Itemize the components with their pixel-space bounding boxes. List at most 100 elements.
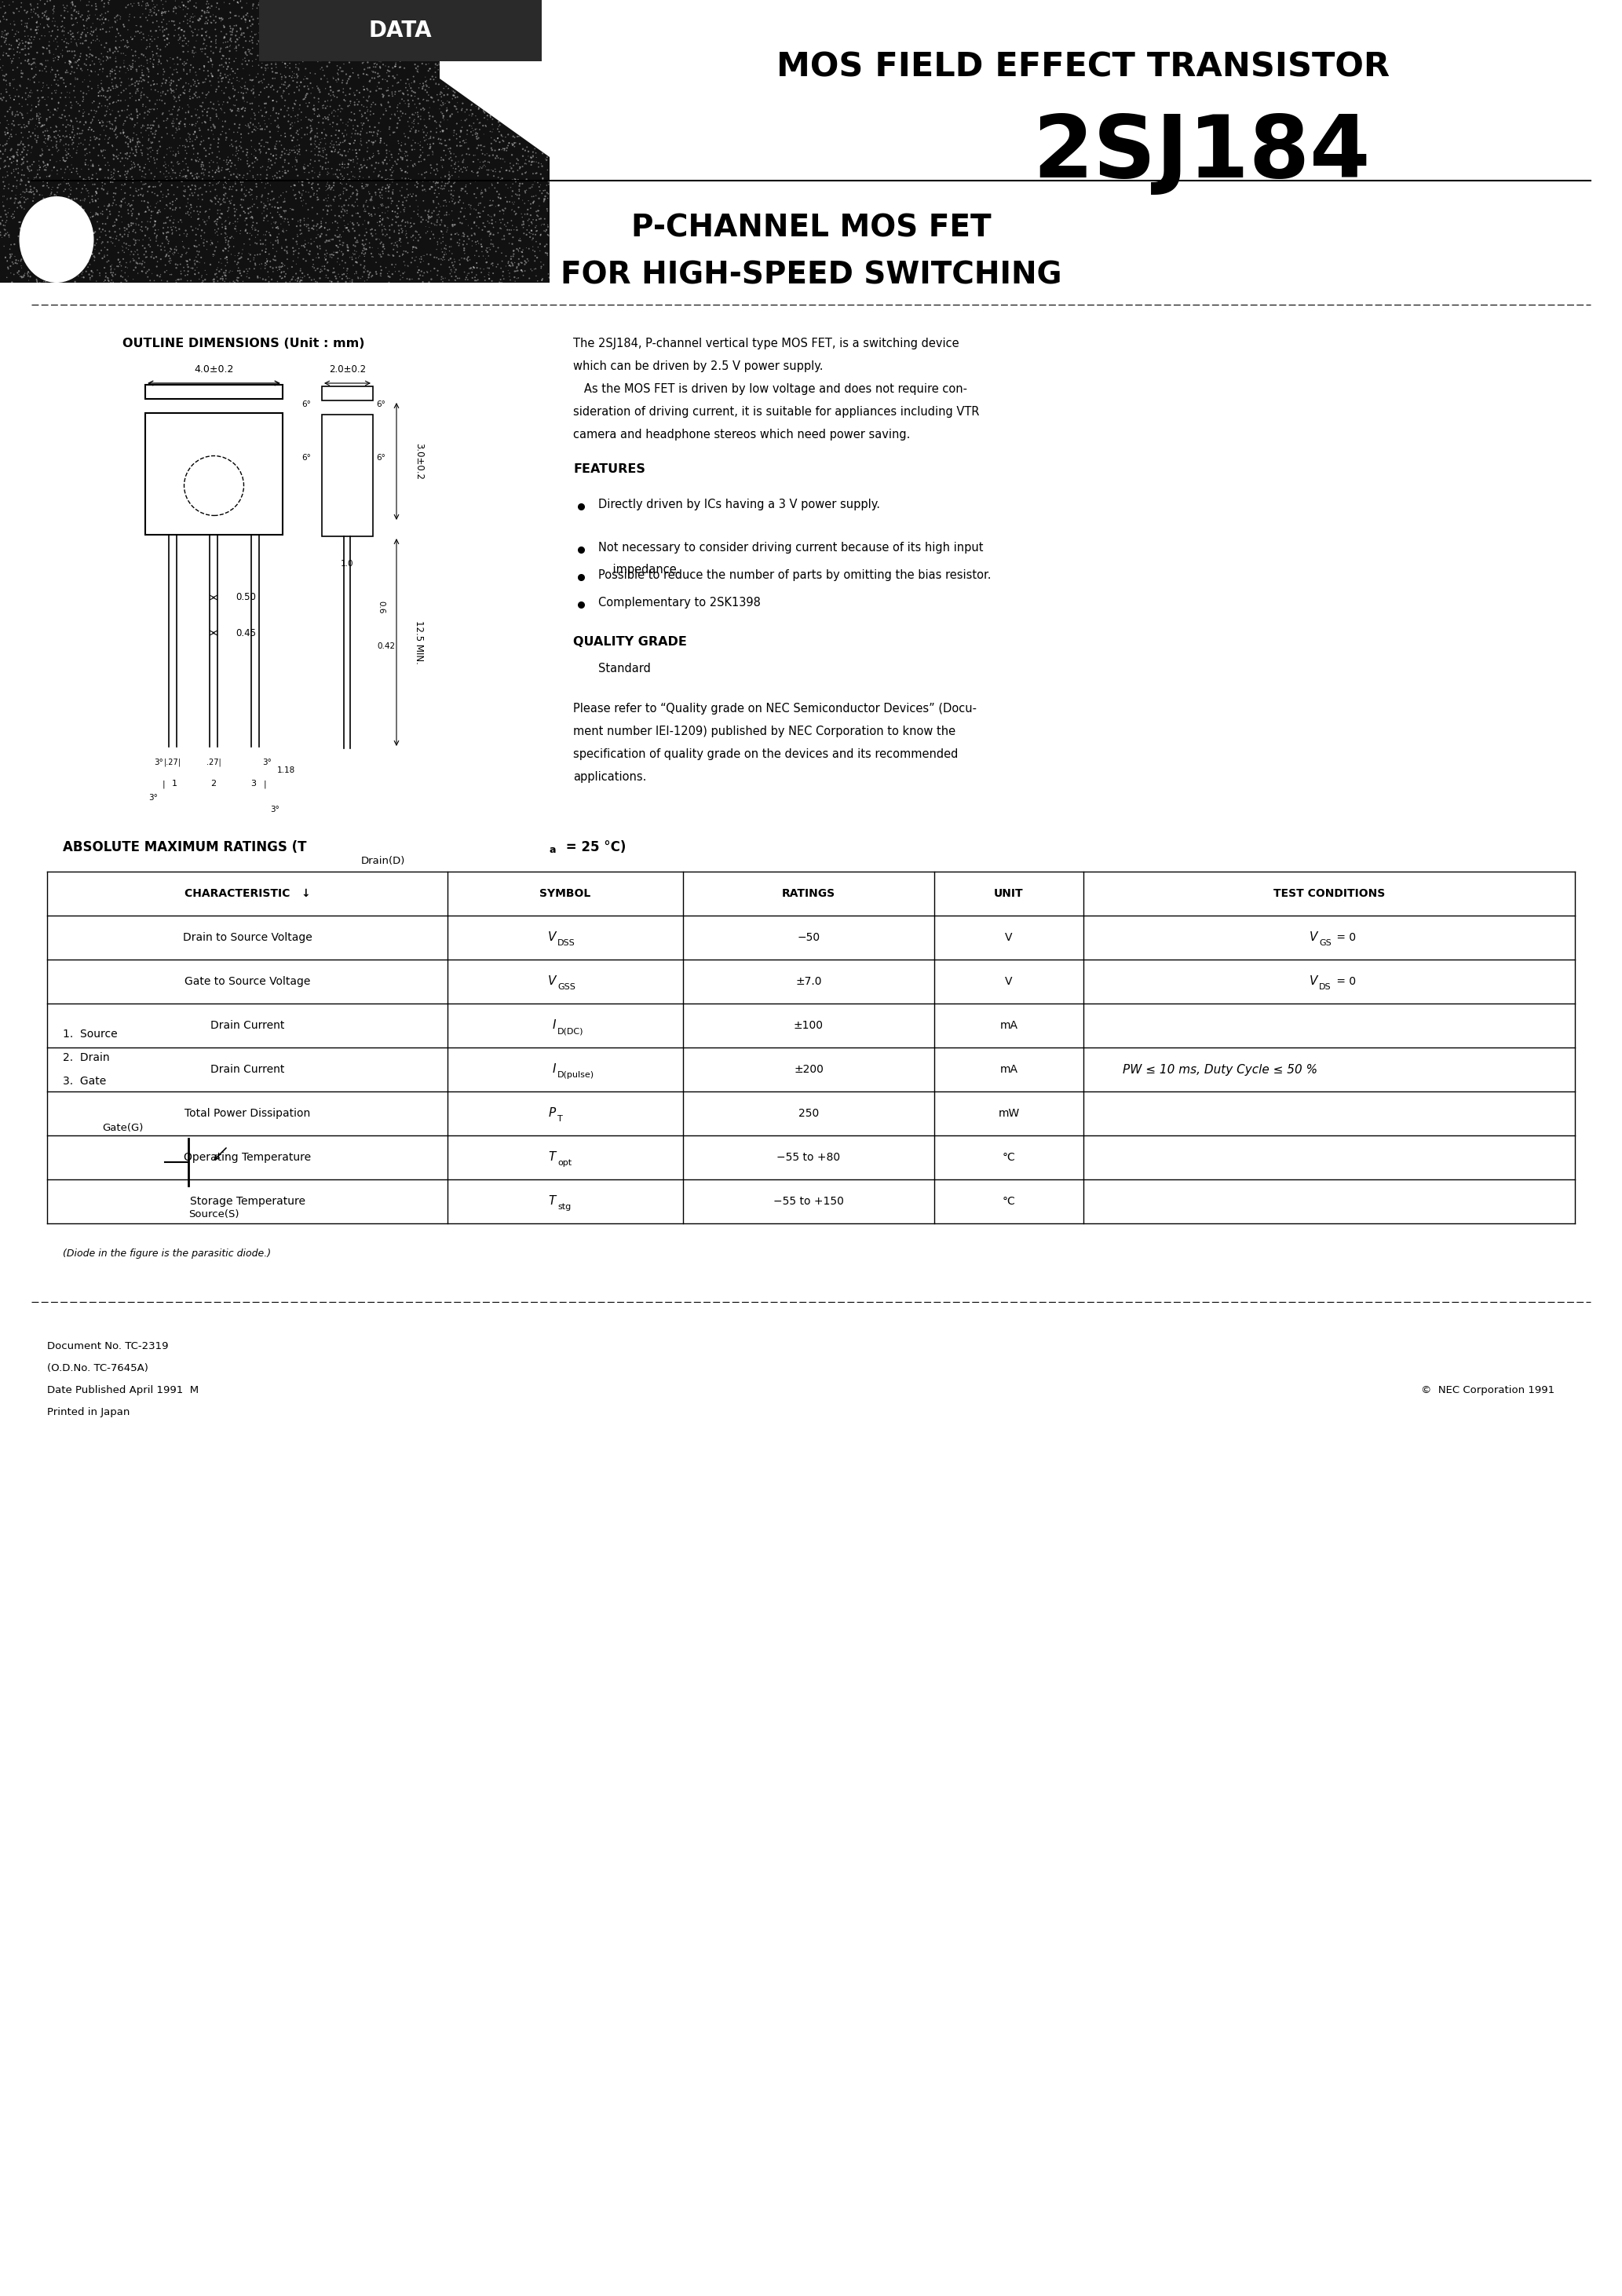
Point: [529, 250, 555, 287]
Point: [337, 101, 363, 138]
Point: [504, 177, 530, 214]
Point: [464, 246, 490, 282]
Point: [102, 53, 128, 90]
Point: [341, 174, 367, 211]
Text: 1.  Source: 1. Source: [63, 1029, 117, 1040]
Point: [225, 234, 251, 271]
Point: [222, 106, 248, 142]
Point: [68, 188, 94, 225]
Point: [138, 113, 164, 149]
Point: [276, 57, 302, 94]
Point: [274, 28, 300, 64]
Point: [274, 200, 300, 236]
Point: [76, 179, 102, 216]
Point: [235, 234, 261, 271]
Point: [78, 209, 104, 246]
Point: [315, 48, 341, 85]
Point: [73, 147, 99, 184]
Point: [503, 209, 529, 246]
Point: [36, 170, 62, 207]
Point: [167, 211, 193, 248]
Point: [264, 225, 290, 262]
Point: [188, 30, 214, 67]
Point: [427, 106, 453, 142]
Point: [478, 119, 504, 156]
Point: [315, 21, 341, 57]
Point: [201, 34, 227, 71]
Point: [193, 0, 219, 37]
Point: [399, 243, 425, 280]
Point: [34, 101, 60, 138]
Point: [433, 230, 459, 266]
Point: [517, 170, 543, 207]
Point: [401, 218, 427, 255]
Point: [41, 96, 67, 133]
Point: [117, 243, 143, 280]
Point: [193, 223, 219, 259]
Point: [182, 161, 208, 197]
Point: [0, 16, 19, 53]
Point: [389, 9, 415, 46]
Point: [357, 255, 383, 292]
Point: [203, 202, 229, 239]
Point: [347, 126, 373, 163]
Point: [256, 236, 282, 273]
Point: [193, 37, 219, 73]
Point: [222, 0, 248, 34]
Point: [406, 156, 431, 193]
Point: [425, 227, 451, 264]
Point: [295, 0, 321, 25]
Point: [358, 28, 384, 64]
Point: [308, 253, 334, 289]
Point: [83, 53, 109, 90]
Text: −55 to +150: −55 to +150: [774, 1196, 843, 1208]
Point: [363, 46, 389, 83]
Point: [360, 53, 386, 90]
Point: [208, 186, 234, 223]
Point: [401, 32, 427, 69]
Point: [308, 115, 334, 152]
Point: [365, 191, 391, 227]
Point: [227, 234, 253, 271]
Point: [0, 227, 16, 264]
Point: [524, 257, 550, 294]
Point: [34, 67, 60, 103]
Point: [120, 67, 146, 103]
Point: [333, 7, 358, 44]
Point: [240, 113, 266, 149]
Point: [154, 101, 180, 138]
Point: [32, 264, 58, 301]
Point: [399, 218, 425, 255]
Point: [67, 41, 92, 78]
Point: [247, 131, 272, 168]
Point: [478, 131, 504, 168]
Point: [232, 2, 258, 39]
Point: [88, 0, 114, 34]
Point: [195, 202, 221, 239]
Point: [480, 248, 506, 285]
Point: [15, 174, 41, 211]
Point: [243, 41, 269, 78]
Point: [193, 18, 219, 55]
Point: [337, 161, 363, 197]
Point: [238, 216, 264, 253]
Point: [324, 158, 350, 195]
Point: [521, 184, 547, 220]
Point: [287, 11, 313, 48]
Point: [238, 85, 264, 122]
Point: [0, 44, 24, 80]
Point: [180, 106, 206, 142]
Point: [368, 225, 394, 262]
Point: [86, 78, 112, 115]
Point: [105, 248, 131, 285]
Point: [318, 69, 344, 106]
Point: [308, 138, 334, 174]
Point: [127, 195, 152, 232]
Point: [334, 195, 360, 232]
Point: [313, 239, 339, 276]
Point: [315, 170, 341, 207]
Point: [341, 108, 367, 145]
Point: [504, 152, 530, 188]
Point: [8, 0, 34, 25]
Point: [464, 179, 490, 216]
